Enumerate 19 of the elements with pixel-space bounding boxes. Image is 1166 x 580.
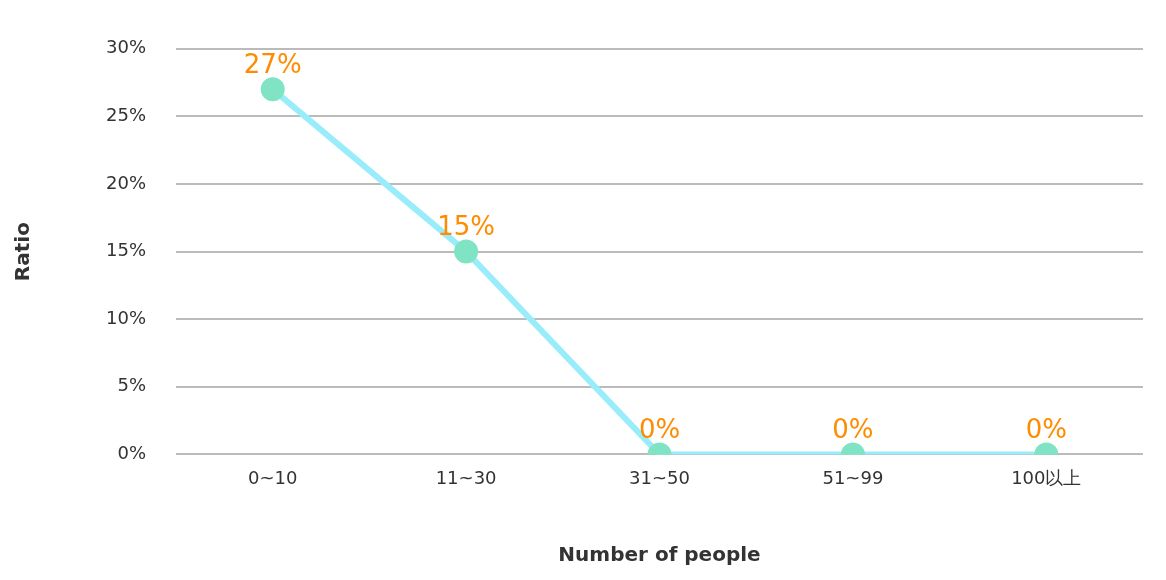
x-tick-label: 100以上	[1011, 466, 1082, 488]
x-tick-label: 0~10	[247, 466, 298, 488]
data-label: 0%	[1025, 414, 1067, 445]
y-tick-label: 20%	[105, 171, 147, 193]
y-tick-label: 10%	[105, 306, 147, 328]
data-label: 15%	[437, 211, 495, 242]
data-label: 0%	[638, 414, 681, 445]
data-label: 0%	[832, 414, 874, 445]
y-tick-label: 25%	[105, 104, 147, 126]
y-tick-label: 30%	[105, 36, 147, 58]
y-axis-title: Ratio	[10, 222, 35, 282]
y-tick-label: 15%	[105, 239, 147, 261]
data-label: 27%	[243, 49, 302, 80]
x-tick-label: 31~50	[629, 466, 690, 488]
x-axis-title: Number of people	[558, 542, 761, 567]
y-tick-label: 0%	[117, 442, 147, 464]
x-tick-label: 51~99	[822, 466, 884, 488]
y-tick-label: 5%	[117, 374, 147, 396]
x-tick-label: 11~30	[435, 466, 497, 488]
